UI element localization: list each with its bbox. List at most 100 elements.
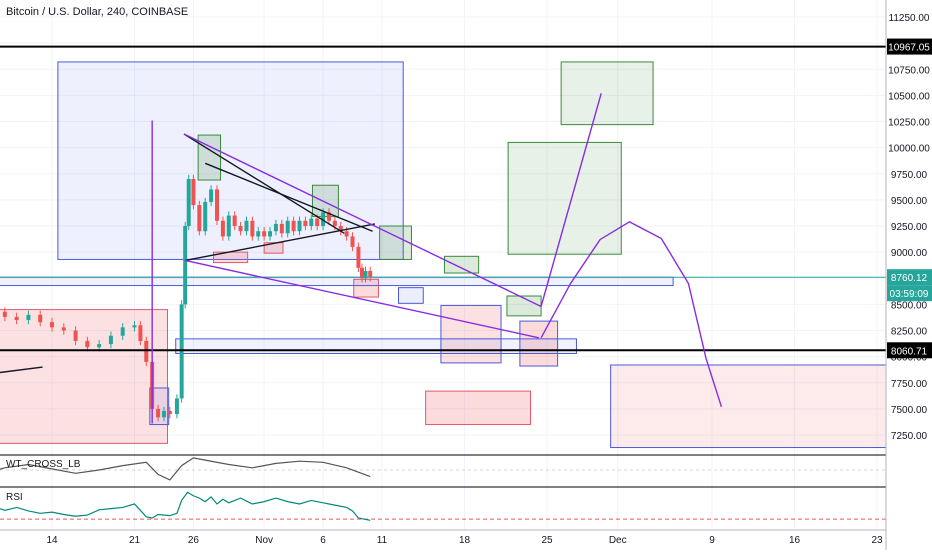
trend-line [204,162,373,232]
trend-line [185,223,376,262]
candle-down [2,311,7,317]
drawing-box-red [353,278,379,298]
candle-down [350,236,355,247]
drawing-box-red [425,390,532,426]
drawing-boxes [0,61,902,449]
price-tick-label: 7250.00 [891,431,928,442]
drawing-box-green [443,255,480,274]
wt-cross-label: WT_CROSS_LB [6,459,81,470]
price-level-label: 8760.12 [891,273,928,284]
price-tick-label: 8250.00 [891,327,928,338]
price-tick-label: 9000.00 [891,248,928,259]
candle-up [363,270,368,279]
time-tick-label: 6 [320,535,326,546]
time-tick-label: 23 [871,535,883,546]
rsi-series-line [0,491,371,521]
drawing-box-blue-small [398,287,424,304]
candle-down [156,408,161,418]
time-tick-label: 11 [377,535,388,546]
drawing-box-red-target [519,320,559,367]
trend-line [183,133,542,308]
candle-down [215,189,219,221]
price-level-label-bg [887,342,932,359]
trend-line [540,221,723,407]
candle-down [85,340,90,348]
drawing-box-blue-mid [440,304,502,364]
candle-down [338,226,343,232]
drawing-box-green-top [560,61,654,126]
candle-down [279,223,284,234]
time-tick-label: 14 [46,535,58,546]
candle-up [268,231,273,237]
candle-down [38,314,43,323]
candle-up [186,178,191,226]
candle-down [73,330,78,341]
time-tick-label: 21 [129,535,141,546]
drawing-lines [0,45,886,424]
price-tick-label: 9750.00 [891,170,928,181]
candle-down [238,226,243,232]
candle-down [144,340,149,362]
time-tick-label: 18 [459,535,471,546]
candle-up [309,218,314,226]
candle-down [315,218,320,226]
countdown-label: 03:59:09 [890,289,929,300]
candle-up [321,212,326,226]
candle-down [197,205,202,232]
drawing-box-horizontal-range [175,338,577,354]
candle-up [256,231,261,237]
candle-down [291,220,296,232]
candle-up [161,410,166,418]
grid-lines [0,0,886,530]
candle-up [297,220,302,232]
time-tick-label: Nov [255,535,273,546]
candle-up [132,325,137,328]
candle-up [97,344,102,348]
candle-up [183,226,188,305]
candle-down [167,410,172,415]
candle-down [368,270,373,278]
time-tick-label: 25 [541,535,553,546]
candle-down [344,231,349,237]
candle-up [120,327,125,336]
candle-down [332,220,337,226]
candle-down [61,327,66,331]
wt-series-line [0,457,371,481]
candle-down [138,325,143,341]
candle-down [191,178,196,206]
candle-up [226,215,231,237]
price-tick-label: 9500.00 [891,196,928,207]
price-tick-label: 9250.00 [891,222,928,233]
candle-down [326,212,331,221]
price-tick-label: 10000.00 [888,144,930,155]
candle-up [174,398,179,415]
candle-up [179,304,184,399]
drawing-box-red [263,242,284,254]
price-level-label: 10967.05 [888,43,930,54]
price-tick-label: 10250.00 [888,118,930,129]
trend-line [540,93,602,307]
price-tick-label: 7500.00 [891,405,928,416]
time-tick-label: 26 [188,535,200,546]
price-tick-label: 8500.00 [891,300,928,311]
candle-up [209,189,214,202]
candle-down [250,220,255,237]
trend-line [183,133,345,234]
candle-down [220,220,225,237]
candle-down [232,215,237,226]
price-tick-label: 11250.00 [889,13,930,24]
candle-up [285,220,290,234]
time-tick-label: 9 [709,535,715,546]
candle-down [50,322,54,328]
candle-down [14,316,19,321]
time-tick-label: 16 [789,535,801,546]
candle-down [303,220,308,226]
time-tick-label: Dec [609,535,627,546]
countdown-label-bg [887,285,932,302]
price-level-label-bg [887,269,932,286]
candle-up [244,220,249,232]
candle-up [26,314,31,321]
